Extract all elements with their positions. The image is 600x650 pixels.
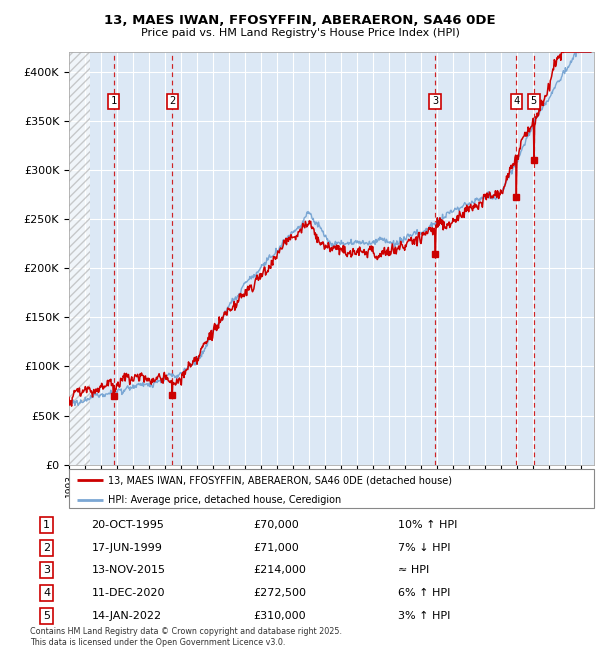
Text: 17-JUN-1999: 17-JUN-1999 xyxy=(91,543,162,552)
Text: 4: 4 xyxy=(513,96,520,106)
Text: 20-OCT-1995: 20-OCT-1995 xyxy=(91,520,164,530)
Text: 3: 3 xyxy=(432,96,438,106)
Text: 10% ↑ HPI: 10% ↑ HPI xyxy=(398,520,458,530)
Text: ≈ HPI: ≈ HPI xyxy=(398,566,430,575)
Text: 1: 1 xyxy=(110,96,117,106)
Text: 6% ↑ HPI: 6% ↑ HPI xyxy=(398,588,451,598)
Text: £214,000: £214,000 xyxy=(253,566,306,575)
Text: Price paid vs. HM Land Registry's House Price Index (HPI): Price paid vs. HM Land Registry's House … xyxy=(140,28,460,38)
Text: 5: 5 xyxy=(530,96,537,106)
Text: 3% ↑ HPI: 3% ↑ HPI xyxy=(398,611,451,621)
Text: 7% ↓ HPI: 7% ↓ HPI xyxy=(398,543,451,552)
Text: 4: 4 xyxy=(43,588,50,598)
Text: Contains HM Land Registry data © Crown copyright and database right 2025.
This d: Contains HM Land Registry data © Crown c… xyxy=(30,627,342,647)
Text: 5: 5 xyxy=(43,611,50,621)
Text: 11-DEC-2020: 11-DEC-2020 xyxy=(91,588,165,598)
Text: 3: 3 xyxy=(43,566,50,575)
Text: 13-NOV-2015: 13-NOV-2015 xyxy=(91,566,166,575)
Text: 2: 2 xyxy=(43,543,50,552)
Text: 14-JAN-2022: 14-JAN-2022 xyxy=(91,611,161,621)
Text: £310,000: £310,000 xyxy=(253,611,306,621)
Text: £272,500: £272,500 xyxy=(253,588,306,598)
Text: £70,000: £70,000 xyxy=(253,520,299,530)
Text: 13, MAES IWAN, FFOSYFFIN, ABERAERON, SA46 0DE (detached house): 13, MAES IWAN, FFOSYFFIN, ABERAERON, SA4… xyxy=(109,475,452,485)
Text: £71,000: £71,000 xyxy=(253,543,299,552)
Text: HPI: Average price, detached house, Ceredigion: HPI: Average price, detached house, Cere… xyxy=(109,495,341,504)
Text: 13, MAES IWAN, FFOSYFFIN, ABERAERON, SA46 0DE: 13, MAES IWAN, FFOSYFFIN, ABERAERON, SA4… xyxy=(104,14,496,27)
Text: 2: 2 xyxy=(169,96,176,106)
Text: 1: 1 xyxy=(43,520,50,530)
